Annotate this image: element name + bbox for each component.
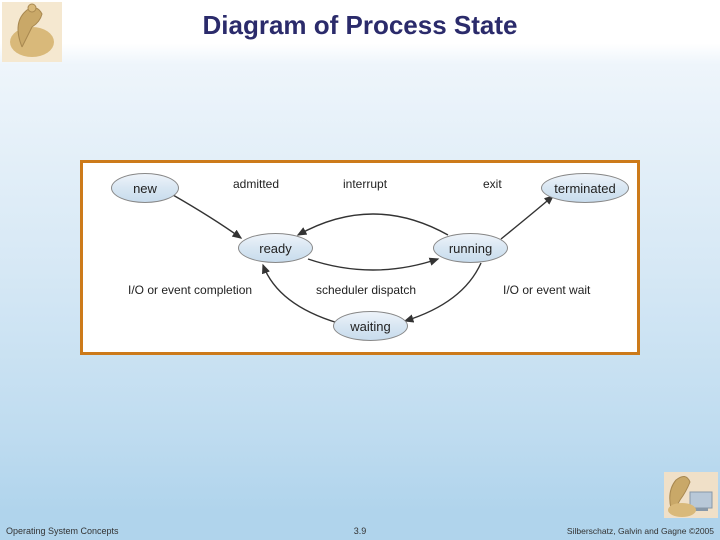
footer-copyright: Silberschatz, Galvin and Gagne ©2005 (567, 526, 714, 536)
footer: Operating System Concepts 3.9 Silberscha… (0, 520, 720, 536)
edge-label-running-terminated: exit (483, 177, 502, 191)
state-new: new (111, 173, 179, 203)
state-running: running (433, 233, 508, 263)
edge-label-ready-running: scheduler dispatch (316, 283, 416, 297)
edge-label-new-ready: admitted (233, 177, 279, 191)
edge-label-waiting-ready: I/O or event completion (128, 283, 252, 297)
state-ready: ready (238, 233, 313, 263)
page-title: Diagram of Process State (0, 10, 720, 41)
state-waiting: waiting (333, 311, 408, 341)
edge-label-running-ready: interrupt (343, 177, 387, 191)
edge-label-running-waiting: I/O or event wait (503, 283, 590, 297)
process-state-diagram: new ready running waiting terminated admitted… (80, 160, 640, 355)
state-terminated: terminated (541, 173, 629, 203)
mascot-logo-small (664, 472, 718, 518)
